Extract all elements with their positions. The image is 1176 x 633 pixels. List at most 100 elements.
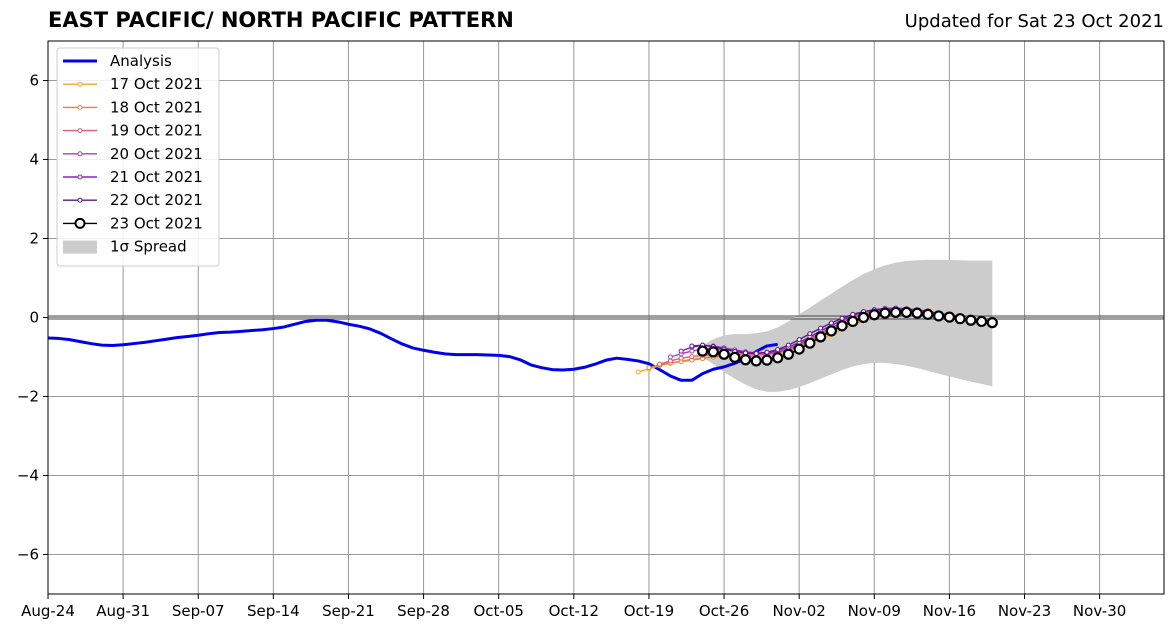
x-tick-label: Oct-19 — [624, 602, 674, 620]
data-point — [689, 343, 695, 349]
data-point — [828, 320, 834, 326]
chart-title: EAST PACIFIC/ NORTH PACIFIC PATTERN — [48, 8, 514, 32]
data-point — [764, 349, 770, 355]
x-tick-label: Oct-05 — [473, 602, 523, 620]
data-point — [857, 311, 870, 324]
data-point — [667, 358, 673, 364]
legend-item: 20 Oct 2021 — [63, 145, 203, 163]
y-tick-label: 4 — [29, 151, 39, 169]
legend-label: 21 Oct 2021 — [110, 168, 203, 186]
series-7 — [696, 306, 998, 367]
updated-date: Updated for Sat 23 Oct 2021 — [904, 11, 1164, 32]
y-tick-label: 2 — [29, 230, 39, 248]
data-point — [879, 307, 891, 319]
y-tick-label: −6 — [17, 546, 39, 564]
data-point — [635, 369, 641, 375]
legend-marker — [77, 104, 83, 110]
legend-marker — [77, 151, 83, 157]
legend-marker — [77, 197, 83, 203]
legend-label: 18 Oct 2021 — [110, 98, 203, 116]
data-point — [678, 348, 684, 354]
x-tick-label: Sep-14 — [247, 602, 300, 620]
data-point — [707, 346, 719, 358]
data-point — [911, 307, 923, 319]
legend-item: 23 Oct 2021 — [63, 214, 203, 232]
data-point — [965, 314, 977, 326]
data-point — [954, 313, 966, 325]
legend-marker — [77, 128, 83, 134]
legend-marker — [77, 174, 83, 180]
legend-swatch — [63, 240, 97, 254]
series-analysis — [48, 318, 778, 382]
x-tick-label: Sep-28 — [397, 602, 450, 620]
data-point — [750, 355, 762, 367]
legend-item: Analysis — [63, 52, 172, 70]
data-point — [753, 350, 759, 356]
legend-item: 21 Oct 2021 — [63, 168, 203, 186]
y-tick-label: −2 — [17, 388, 39, 406]
x-tick-label: Nov-02 — [772, 602, 825, 620]
data-point — [657, 361, 663, 367]
y-tick-label: 6 — [29, 72, 39, 90]
x-tick-label: Nov-09 — [848, 602, 901, 620]
data-point — [689, 354, 695, 360]
data-point — [815, 331, 827, 343]
legend-label: 23 Oct 2021 — [110, 214, 203, 232]
x-tick-label: Nov-23 — [998, 602, 1051, 620]
data-point — [696, 345, 709, 357]
data-point — [775, 346, 781, 352]
x-tick-label: Oct-12 — [549, 602, 599, 620]
data-point — [986, 317, 998, 329]
data-point — [847, 315, 859, 328]
x-tick-label: Sep-07 — [172, 602, 225, 620]
x-tick-label: Aug-24 — [21, 602, 75, 620]
data-point — [943, 311, 955, 323]
legend-label: 20 Oct 2021 — [110, 145, 203, 163]
data-point — [782, 348, 795, 360]
data-point — [718, 348, 730, 360]
data-point — [839, 315, 845, 321]
legend-label: 1σ Spread — [110, 238, 187, 256]
legend-item: 18 Oct 2021 — [63, 98, 203, 116]
legend-marker — [77, 81, 83, 87]
data-point — [900, 306, 913, 318]
data-point — [850, 311, 856, 317]
series-line — [48, 318, 778, 382]
data-point — [836, 320, 848, 332]
data-point — [739, 354, 752, 366]
legend-marker — [74, 217, 86, 229]
x-tick-label: Aug-31 — [96, 602, 150, 620]
legend: Analysis 17 Oct 2021 18 Oct 2021 19 Oct 202… — [56, 47, 220, 267]
data-point — [807, 331, 813, 337]
data-point — [933, 310, 945, 322]
data-point — [761, 354, 773, 366]
data-point — [868, 309, 880, 321]
legend-item: 19 Oct 2021 — [63, 122, 203, 140]
legend-box — [56, 47, 220, 267]
data-point — [890, 306, 902, 318]
data-point — [804, 337, 816, 349]
data-point — [793, 343, 805, 355]
plot-area — [48, 259, 1164, 392]
x-tick-label: Oct-26 — [699, 602, 749, 620]
legend-label: Analysis — [110, 52, 172, 70]
legend-item: 17 Oct 2021 — [63, 75, 203, 93]
legend-item: 1σ Spread — [63, 238, 187, 256]
data-point — [646, 365, 652, 371]
x-tick-label: Sep-21 — [322, 602, 375, 620]
data-point — [825, 325, 837, 337]
data-point — [818, 325, 824, 331]
legend-item: 22 Oct 2021 — [63, 191, 203, 209]
data-point — [785, 342, 791, 348]
y-tick-label: −4 — [17, 467, 39, 485]
y-tick-label: 0 — [29, 309, 39, 327]
data-point — [729, 351, 741, 363]
data-point — [772, 352, 784, 364]
legend-label: 19 Oct 2021 — [110, 122, 203, 140]
data-point — [689, 348, 695, 354]
data-point — [975, 315, 988, 328]
x-tick-label: Nov-16 — [923, 602, 976, 620]
data-point — [667, 354, 673, 360]
